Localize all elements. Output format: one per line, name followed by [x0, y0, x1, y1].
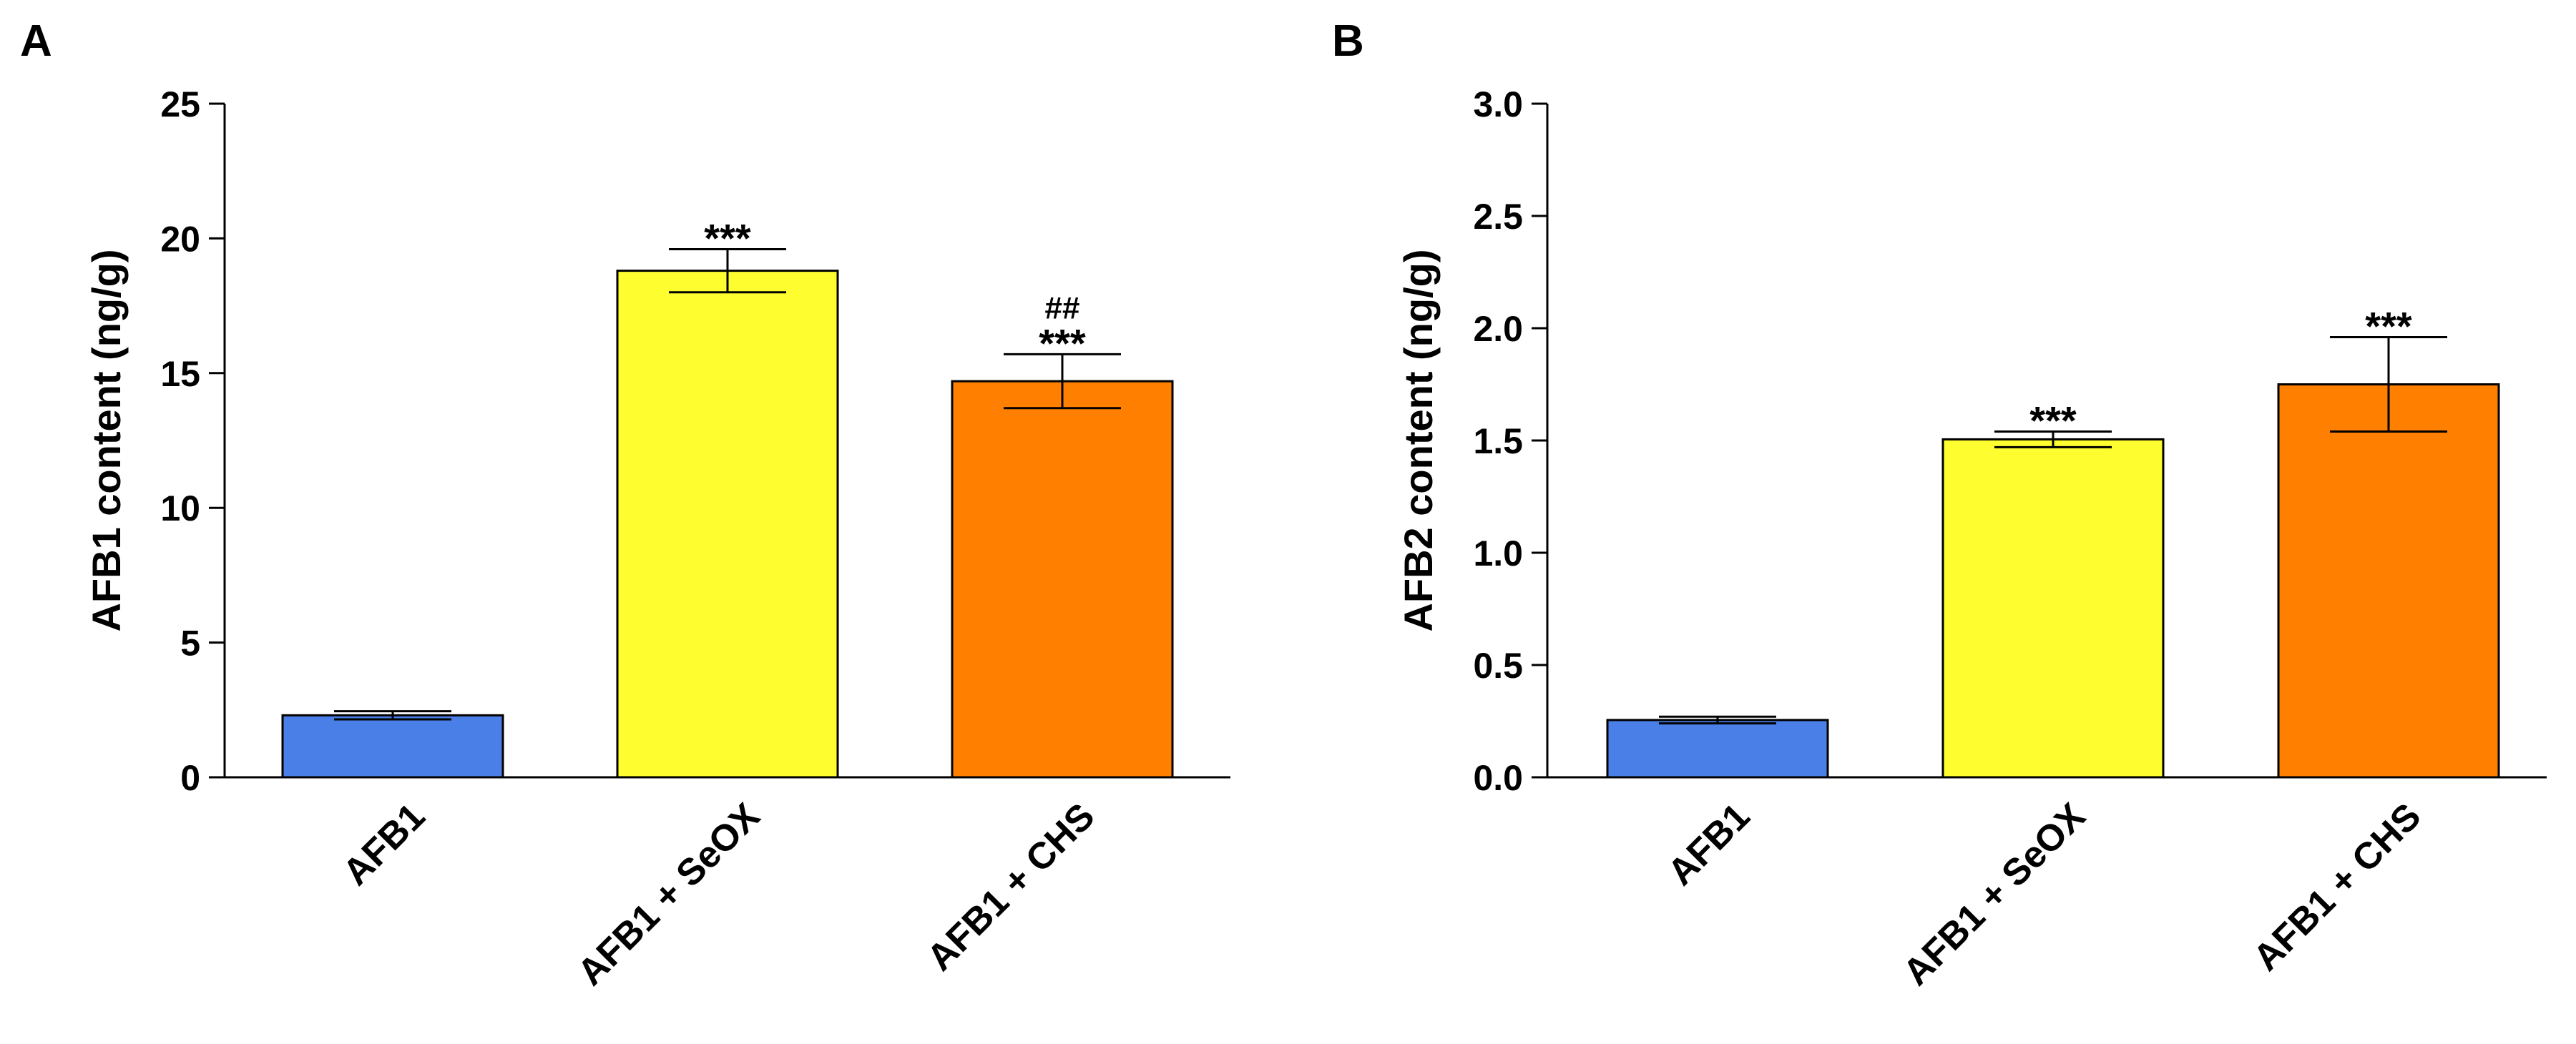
error-bar	[334, 710, 451, 721]
bar-3	[2277, 383, 2500, 779]
significance-marker: ***	[704, 215, 751, 260]
y-tick-label: 15	[160, 354, 200, 394]
y-tick-label: 5	[180, 624, 200, 664]
significance-marker: ***	[1039, 320, 1086, 365]
y-tick-label: 0.0	[1473, 758, 1523, 798]
y-tick-label: 10	[160, 488, 200, 528]
panel-A: A 0 5 10 15 20 25 AFB1 content (ng/g) AFB1 *** AFB…	[20, 16, 1230, 994]
y-tick-label: 2.0	[1473, 309, 1523, 349]
bar-2	[616, 270, 839, 779]
panel-label: A	[20, 16, 52, 66]
category-label: AFB1 + CHS	[2246, 795, 2429, 979]
panel-B: B 0.0 0.5 1.0 1.5 2.0 2.5 3.0 AFB2 content (ng/g…	[1332, 16, 2547, 994]
y-tick-label: 0	[180, 758, 200, 798]
bar-3	[951, 380, 1174, 779]
y-tick-label: 20	[160, 219, 200, 259]
error-bar	[669, 247, 786, 294]
category-label: AFB1 + CHS	[919, 795, 1103, 979]
bar-2	[1941, 438, 2165, 779]
significance-marker: ***	[2365, 304, 2412, 349]
error-bar	[1004, 353, 1121, 410]
error-bar	[1659, 715, 1776, 725]
y-tick-label: 3.0	[1473, 84, 1523, 124]
bar-1	[281, 714, 504, 779]
y-axis-title: AFB1 content (ng/g)	[84, 249, 129, 631]
y-tick-label: 1.0	[1473, 533, 1523, 573]
y-tick-label: 0.5	[1473, 646, 1523, 686]
category-label: AFB1	[1660, 795, 1758, 893]
bar-1	[1606, 719, 1829, 779]
y-axis-title: AFB2 content (ng/g)	[1396, 249, 1441, 631]
category-label: AFB1 + SeOX	[569, 795, 768, 993]
y-tick-label: 1.5	[1473, 421, 1523, 461]
category-label: AFB1 + SeOX	[1895, 795, 2093, 993]
category-label: AFB1	[335, 795, 433, 893]
significance-marker: ***	[2029, 398, 2077, 443]
panel-label: B	[1332, 16, 1364, 66]
error-bar	[2330, 336, 2447, 433]
y-tick-label: 25	[160, 84, 200, 124]
significance-marker: ##	[1045, 290, 1080, 325]
error-bar	[1994, 430, 2112, 448]
y-tick-label: 2.5	[1473, 197, 1523, 237]
